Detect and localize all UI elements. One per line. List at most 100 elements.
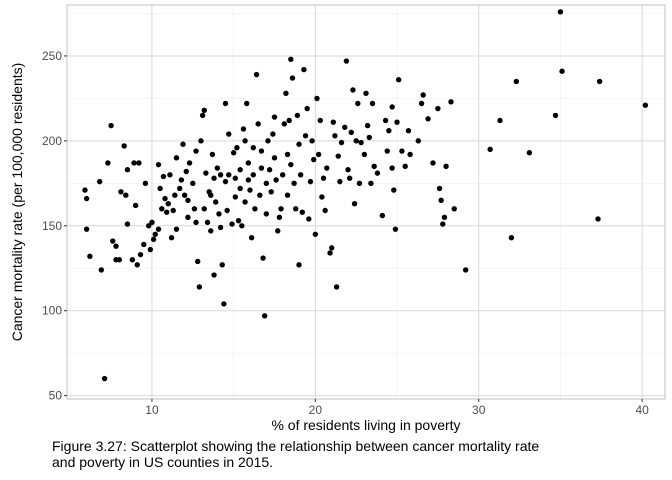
- data-point: [315, 151, 322, 158]
- data-point: [261, 313, 268, 319]
- data-point: [384, 148, 390, 154]
- data-point: [436, 185, 443, 192]
- data-point: [229, 221, 235, 227]
- data-point: [276, 214, 283, 220]
- minor-gridlines: [67, 5, 665, 399]
- data-point: [113, 243, 119, 249]
- data-point: [395, 77, 402, 83]
- data-point: [242, 138, 248, 144]
- data-points: [82, 9, 649, 382]
- data-point: [268, 189, 274, 195]
- data-point: [129, 257, 136, 263]
- data-point: [173, 155, 180, 161]
- data-point: [399, 148, 405, 154]
- data-point: [288, 161, 294, 168]
- data-point: [389, 165, 395, 171]
- data-point: [118, 189, 124, 195]
- data-point: [294, 112, 301, 119]
- data-point: [273, 177, 279, 183]
- data-point: [345, 167, 351, 173]
- data-point: [147, 246, 154, 253]
- data-point: [311, 156, 317, 163]
- data-point: [232, 175, 238, 181]
- data-point: [186, 160, 193, 166]
- data-point: [296, 262, 302, 268]
- data-point: [642, 102, 649, 108]
- data-point: [116, 257, 122, 263]
- data-point: [351, 200, 358, 207]
- data-point: [343, 58, 350, 64]
- data-point: [435, 105, 441, 112]
- data-point: [152, 231, 158, 237]
- data-point: [250, 172, 256, 178]
- data-point: [369, 100, 376, 107]
- data-point: [199, 112, 206, 119]
- major-gridlines: [67, 5, 665, 399]
- data-point: [124, 221, 131, 227]
- data-point: [405, 127, 412, 134]
- data-point: [208, 192, 214, 198]
- data-point: [425, 116, 431, 122]
- data-point: [185, 197, 191, 204]
- data-point: [163, 209, 170, 215]
- data-point: [275, 228, 281, 234]
- data-point: [263, 211, 270, 217]
- data-point: [160, 173, 167, 180]
- data-point: [142, 180, 149, 187]
- data-point: [302, 133, 309, 139]
- data-point: [134, 262, 140, 268]
- data-point: [386, 127, 392, 134]
- data-point: [526, 150, 533, 156]
- data-point: [394, 119, 400, 125]
- data-point: [235, 217, 242, 224]
- data-point: [123, 192, 129, 198]
- data-point: [281, 121, 288, 127]
- data-point: [293, 206, 299, 212]
- data-point: [230, 150, 237, 156]
- data-point: [355, 100, 361, 107]
- data-point: [87, 253, 93, 260]
- data-point: [226, 172, 232, 178]
- data-point: [196, 284, 203, 290]
- data-point: [304, 105, 310, 112]
- x-tick-label: 40: [635, 403, 649, 417]
- data-point: [167, 172, 173, 178]
- data-point: [402, 163, 408, 170]
- data-point: [366, 134, 372, 141]
- data-point: [420, 92, 426, 98]
- data-point: [226, 131, 232, 137]
- data-point: [185, 214, 191, 220]
- data-point: [193, 219, 199, 226]
- data-point: [217, 172, 224, 178]
- data-point: [263, 180, 270, 187]
- data-point: [356, 180, 363, 187]
- x-tick-label: 20: [309, 403, 323, 417]
- data-point: [222, 178, 229, 185]
- data-point: [195, 258, 201, 265]
- y-tick-label: 150: [42, 219, 62, 233]
- data-point: [248, 234, 255, 241]
- data-point: [271, 114, 278, 120]
- data-point: [438, 197, 444, 204]
- data-point: [191, 206, 198, 212]
- data-point: [201, 206, 207, 212]
- data-point: [105, 160, 111, 166]
- data-point: [221, 301, 227, 307]
- data-point: [279, 172, 286, 178]
- data-point: [257, 192, 263, 198]
- data-point: [145, 223, 152, 229]
- data-point: [324, 165, 330, 171]
- data-point: [183, 168, 189, 175]
- data-point: [162, 195, 168, 202]
- data-point: [418, 100, 425, 107]
- figure-caption: Figure 3.27: Scatterplot showing the rel…: [52, 438, 540, 470]
- data-point: [180, 141, 186, 147]
- data-point: [141, 241, 147, 248]
- data-point: [98, 267, 105, 273]
- data-point: [350, 87, 356, 93]
- data-point: [284, 192, 291, 198]
- data-point: [462, 267, 469, 273]
- data-point: [136, 160, 142, 166]
- data-point: [342, 124, 348, 130]
- data-point: [289, 75, 296, 81]
